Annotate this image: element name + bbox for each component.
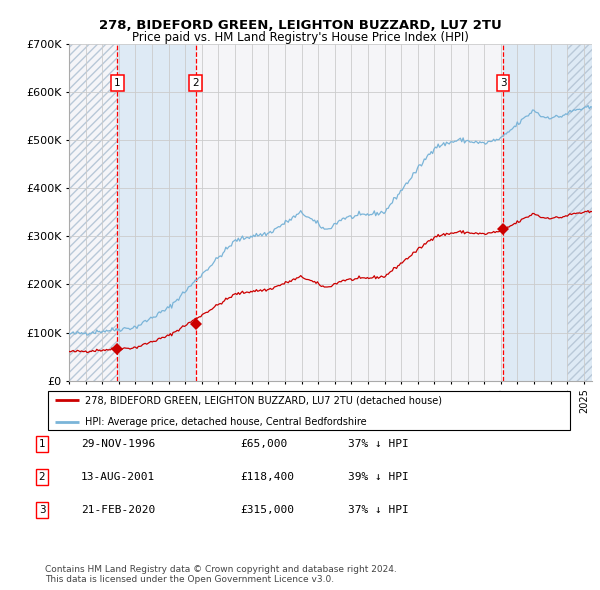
FancyBboxPatch shape [47,391,571,430]
Bar [503,44,592,381]
Text: 13-AUG-2001: 13-AUG-2001 [81,472,155,481]
Text: £118,400: £118,400 [240,472,294,481]
Text: 2: 2 [38,472,46,481]
Bar [69,44,118,381]
Bar [118,44,196,381]
Text: £65,000: £65,000 [240,439,287,448]
Bar [69,44,118,381]
Text: 278, BIDEFORD GREEN, LEIGHTON BUZZARD, LU7 2TU: 278, BIDEFORD GREEN, LEIGHTON BUZZARD, L… [98,19,502,32]
Bar [567,44,592,381]
Text: 1: 1 [114,78,121,88]
Bar [196,44,503,381]
Text: 29-NOV-1996: 29-NOV-1996 [81,439,155,448]
Text: 39% ↓ HPI: 39% ↓ HPI [348,472,409,481]
Text: £315,000: £315,000 [240,505,294,514]
Text: 278, BIDEFORD GREEN, LEIGHTON BUZZARD, LU7 2TU (detached house): 278, BIDEFORD GREEN, LEIGHTON BUZZARD, L… [85,395,442,405]
Text: Price paid vs. HM Land Registry's House Price Index (HPI): Price paid vs. HM Land Registry's House … [131,31,469,44]
Text: Contains HM Land Registry data © Crown copyright and database right 2024.
This d: Contains HM Land Registry data © Crown c… [45,565,397,584]
Text: 2: 2 [192,78,199,88]
Text: 37% ↓ HPI: 37% ↓ HPI [348,439,409,448]
Text: 37% ↓ HPI: 37% ↓ HPI [348,505,409,514]
Text: 1: 1 [38,439,46,448]
Text: HPI: Average price, detached house, Central Bedfordshire: HPI: Average price, detached house, Cent… [85,417,366,427]
Text: 3: 3 [38,505,46,514]
Text: 21-FEB-2020: 21-FEB-2020 [81,505,155,514]
Text: 3: 3 [500,78,506,88]
